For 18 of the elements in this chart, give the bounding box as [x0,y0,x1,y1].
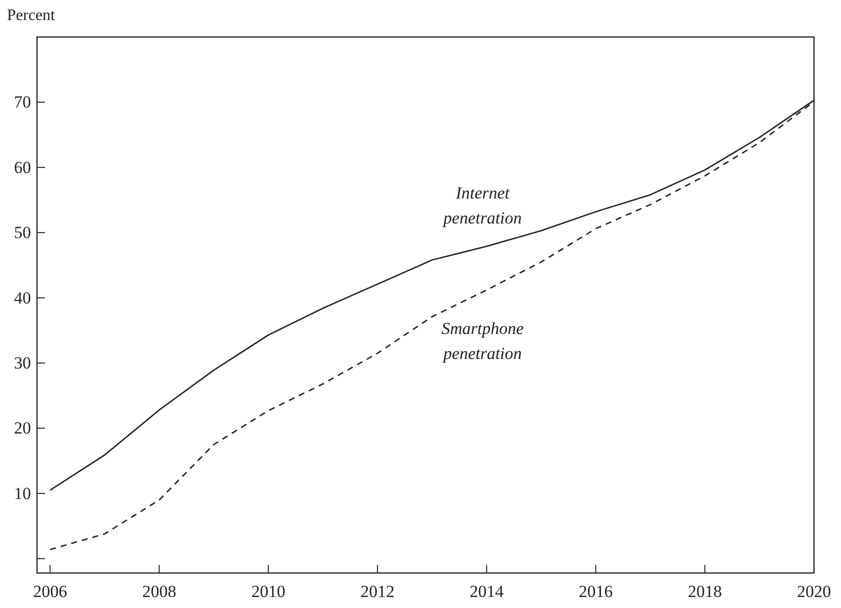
y-axis-title: Percent [7,7,56,24]
series-label: Internet penetration [442,183,522,228]
x-tick-label: 2020 [797,582,831,602]
y-tick-label: 20 [14,418,31,438]
y-tick-label: 70 [14,92,31,112]
y-tick-label: 10 [14,484,31,503]
series-label: Smartphone penetration [442,319,524,363]
x-tick-label: 2014 [470,582,504,602]
y-tick-label: 30 [14,353,31,372]
x-tick-label: 2018 [688,582,722,602]
y-tick-label: 60 [14,158,31,177]
y-tick-label: 40 [14,288,31,308]
x-tick-label: 2010 [251,582,286,602]
x-tick-label: 2012 [360,582,394,602]
y-tick-label: 50 [14,223,31,242]
x-tick-label: 2006 [33,582,68,602]
x-tick-label: 2008 [142,582,176,602]
x-tick-label: 2016 [578,582,613,602]
